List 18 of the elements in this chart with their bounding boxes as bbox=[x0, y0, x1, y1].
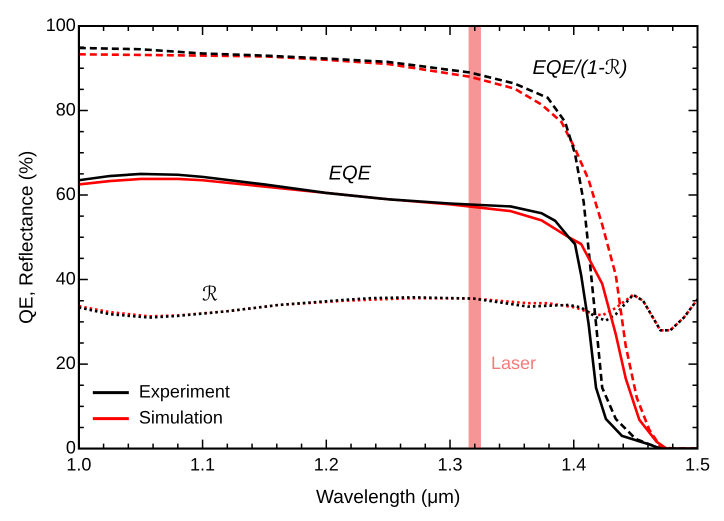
legend-label: Simulation bbox=[138, 408, 223, 428]
y-tick-label: 100 bbox=[46, 14, 76, 35]
y-tick-label: 40 bbox=[56, 268, 76, 289]
y-tick-label: 60 bbox=[56, 184, 76, 204]
legend-label: Experiment bbox=[138, 382, 230, 402]
y-tick-label: 80 bbox=[56, 99, 76, 120]
annotation: EQE bbox=[328, 162, 372, 184]
x-tick-label: 1.1 bbox=[190, 454, 216, 474]
y-axis-title: QE, Reflectance (%) bbox=[16, 150, 38, 324]
annotation: EQE/(1-ℛ) bbox=[532, 56, 628, 79]
x-axis-title: Wavelength (μm) bbox=[316, 486, 460, 508]
y-tick-label: 20 bbox=[56, 353, 76, 374]
x-tick-label: 1.2 bbox=[314, 454, 339, 474]
x-tick-label: 1.5 bbox=[684, 454, 710, 474]
band-label: Laser bbox=[490, 353, 536, 374]
x-tick-label: 1.3 bbox=[438, 454, 463, 474]
annotation: ℛ bbox=[202, 283, 218, 306]
x-tick-label: 1.4 bbox=[561, 454, 586, 474]
